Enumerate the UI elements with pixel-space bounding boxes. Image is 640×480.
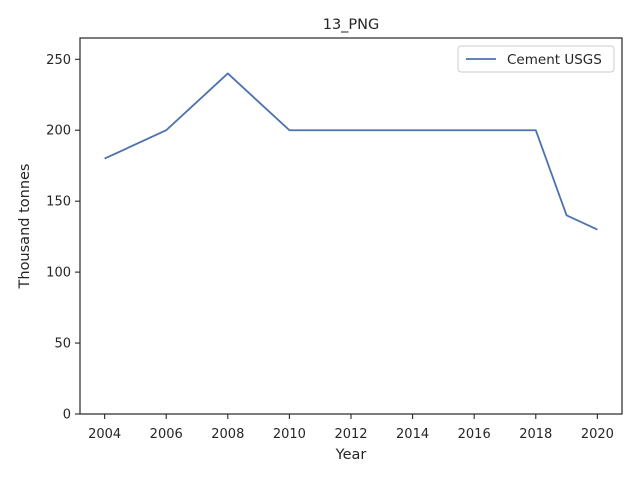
x-axis-title: Year (335, 447, 367, 463)
x-tick-label: 2016 (458, 427, 491, 442)
x-tick-label: 2012 (334, 427, 367, 442)
chart-title: 13_PNG (323, 17, 380, 33)
y-axis-title: Thousand tonnes (17, 164, 33, 290)
series-line-0 (104, 72, 598, 231)
y-tick-label: 150 (46, 195, 71, 210)
x-tick-label: 2006 (150, 427, 183, 442)
x-tick-label: 2010 (273, 427, 306, 442)
x-tick-label: 2018 (519, 427, 552, 442)
y-tick-label: 0 (63, 408, 71, 423)
y-tick-label: 100 (46, 266, 71, 281)
y-tick-label: 50 (54, 337, 71, 352)
x-tick-label: 2008 (211, 427, 244, 442)
y-tick-label: 200 (46, 124, 71, 139)
plot-layer: 2004 2006 2008 2010 2012 2014 2016 2018 2020 0 50 1… (46, 53, 614, 442)
legend: Cement USGS (457, 45, 615, 73)
x-tick-label: 2020 (581, 427, 614, 442)
x-tick-label: 2014 (396, 427, 429, 442)
plot-frame (79, 37, 623, 415)
legend-box (457, 45, 615, 73)
y-tick-label: 250 (46, 53, 71, 68)
x-tick-label: 2004 (88, 427, 121, 442)
legend-label: Cement USGS (507, 52, 602, 68)
